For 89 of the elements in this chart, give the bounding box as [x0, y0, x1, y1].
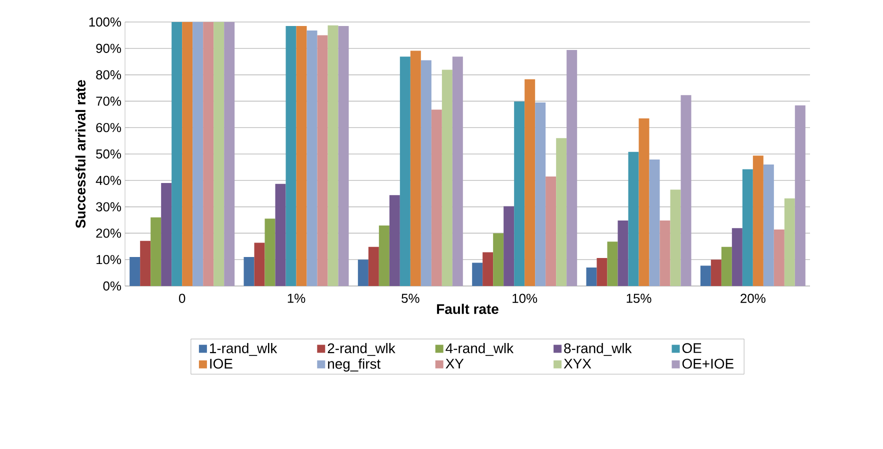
legend-label: 1-rand_wlk [210, 342, 278, 356]
bar [514, 101, 525, 286]
bar [732, 228, 742, 286]
x-tick-label: 0 [178, 294, 186, 303]
legend-label: OE [682, 343, 702, 354]
bar [774, 230, 784, 286]
legend-label: 2-rand_wlk [328, 342, 396, 356]
bar [275, 184, 286, 286]
bar [182, 22, 193, 286]
bar [482, 252, 494, 286]
bar [742, 169, 753, 286]
bar [556, 138, 567, 286]
bar [546, 176, 556, 286]
y-tick-label: 100% [89, 17, 122, 27]
bar [317, 35, 328, 286]
bar [628, 152, 639, 286]
bar [420, 60, 432, 286]
bar [358, 260, 368, 286]
bar [203, 22, 214, 286]
bar [130, 256, 140, 286]
x-tick-label: 10% [512, 294, 538, 303]
bar [784, 198, 795, 286]
y-tick-label: 50% [96, 149, 122, 159]
x-axis-title: Fault rate [437, 304, 498, 314]
y-tick-label: 0% [103, 281, 122, 291]
bar [596, 258, 608, 286]
y-tick-label: 60% [96, 123, 122, 132]
bar [493, 233, 504, 286]
y-tick-label: 30% [96, 202, 122, 212]
bar [660, 220, 670, 286]
bar [328, 25, 338, 286]
bar [680, 95, 692, 286]
bar [224, 22, 235, 286]
bar [338, 26, 349, 286]
bar [618, 220, 628, 286]
x-tick-label: 20% [740, 294, 766, 303]
y-tick-label: 20% [96, 228, 122, 238]
bar [389, 195, 400, 286]
bar [214, 22, 224, 286]
bar [140, 240, 151, 286]
bar [244, 256, 254, 286]
bar [535, 102, 546, 286]
bar [161, 183, 172, 286]
bar [442, 70, 452, 286]
bar [566, 50, 578, 286]
y-tick-label: 70% [96, 96, 122, 106]
bar [264, 218, 276, 286]
y-tick-label: 80% [96, 70, 122, 80]
y-axis-title: Successful arrival rate [75, 80, 86, 228]
bar [368, 246, 379, 286]
bar [150, 217, 162, 286]
bar [700, 266, 711, 286]
bar [192, 22, 204, 286]
bar [607, 242, 618, 286]
bar [710, 260, 722, 286]
legend-label: 4-rand_wlk [446, 342, 514, 356]
bar [472, 262, 483, 286]
x-tick-label: 1% [288, 294, 306, 303]
bar [794, 105, 806, 286]
bar [752, 156, 764, 286]
legend-label: IOE [210, 358, 232, 369]
bar [721, 246, 732, 286]
bar [504, 206, 514, 286]
legend-label: OE+IOE [682, 358, 734, 369]
bar [524, 79, 536, 286]
bar [296, 26, 307, 286]
bar [649, 160, 660, 286]
bar [172, 22, 182, 286]
x-tick-label: 5% [402, 294, 420, 303]
bar [400, 56, 410, 286]
bar [254, 242, 265, 286]
bar [431, 110, 442, 286]
bar [378, 226, 390, 286]
bar [586, 268, 597, 286]
bar [306, 30, 318, 286]
x-tick-label: 15% [626, 294, 652, 303]
y-tick-label: 40% [96, 176, 122, 185]
bar [638, 118, 650, 286]
legend-label: XY [446, 358, 464, 368]
bar [452, 56, 463, 286]
legend-label: neg_first [328, 358, 381, 372]
legend-label: 8-rand_wlk [564, 342, 632, 356]
bar [763, 164, 774, 286]
y-tick-label: 10% [96, 255, 122, 264]
bar [410, 50, 421, 286]
y-tick-label: 90% [96, 44, 122, 53]
legend-label: XYX [564, 358, 592, 368]
bar [286, 26, 296, 286]
bar [670, 190, 681, 286]
